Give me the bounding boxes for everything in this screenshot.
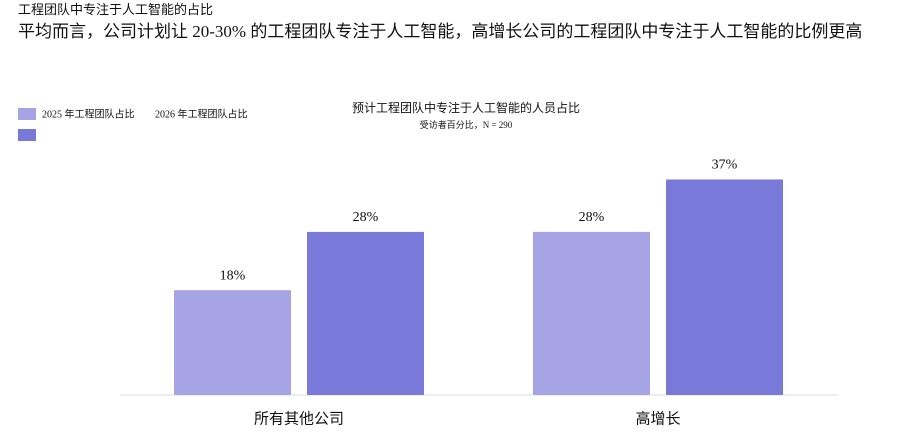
legend-label: 2026 年工程团队占比: [155, 107, 248, 120]
bar: [666, 179, 783, 395]
legend-swatch: [18, 108, 36, 120]
value-label: 28%: [353, 210, 379, 225]
legend-label: 2025 年工程团队占比: [42, 107, 135, 120]
legend-swatch: [18, 129, 36, 141]
x-tick-label: 所有其他公司: [254, 410, 344, 427]
value-label: 28%: [579, 210, 605, 225]
bar: [307, 231, 424, 395]
value-label: 18%: [220, 268, 246, 283]
kicker: 工程团队中专注于人工智能的占比: [18, 2, 213, 17]
value-label: 37%: [712, 158, 738, 173]
bar: [533, 231, 650, 395]
x-tick-label: 高增长: [635, 410, 680, 427]
chart-title: 预计工程团队中专注于人工智能的人员占比: [352, 100, 580, 115]
headline: 平均而言，公司计划让 20-30% 的工程团队专注于人工智能，高增长公司的工程团…: [18, 22, 862, 41]
chart-subtitle: 受访者百分比，N = 290: [420, 119, 513, 130]
bar: [174, 290, 291, 395]
